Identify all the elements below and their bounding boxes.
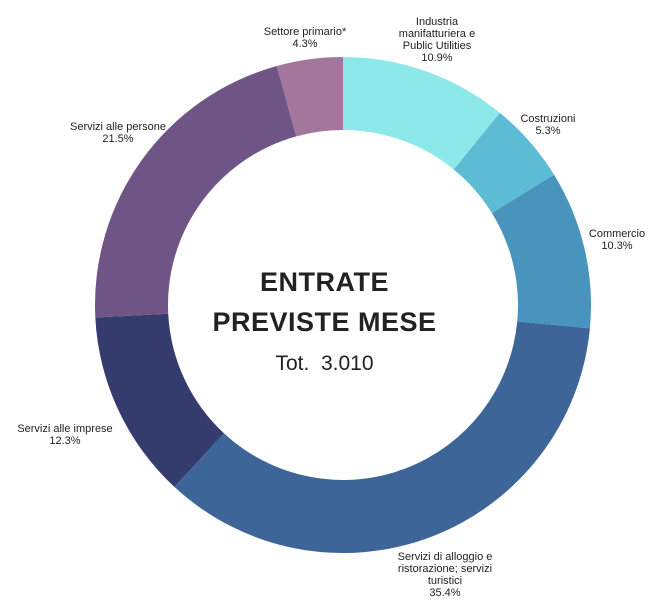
value-label: 21.5% <box>102 133 134 145</box>
category-label: Industria manifatturiera e Public Utilit… <box>398 16 476 52</box>
segment-label: Settore primario* 4.3% <box>264 26 347 50</box>
center-title-line: ENTRATE <box>260 267 389 297</box>
value-label: 35.4% <box>429 587 461 599</box>
value-label: 10.9% <box>421 52 453 64</box>
donut-segment <box>95 313 225 487</box>
center-title: ENTRATE PREVISTE MESE <box>0 262 649 342</box>
value-label: 4.3% <box>292 38 318 50</box>
segment-label: Costruzioni 5.3% <box>520 113 575 137</box>
category-label: Costruzioni <box>520 113 576 125</box>
center-title-line: PREVISTE MESE <box>212 307 437 337</box>
donut-segment <box>276 57 343 137</box>
value-label: 12.3% <box>49 435 81 447</box>
donut-segment <box>94 65 297 318</box>
segment-label: Commercio 10.3% <box>589 228 645 252</box>
category-label: Servizi alle persone <box>70 121 166 133</box>
category-label: Commercio <box>588 228 646 240</box>
category-label: Servizi di alloggio e ristorazione; serv… <box>397 551 493 587</box>
segment-label: Servizi alle imprese 12.3% <box>17 423 112 447</box>
segment-label: Industria manifatturiera e Public Utilit… <box>387 16 487 64</box>
value-label: 5.3% <box>535 125 561 137</box>
donut-segment <box>491 174 591 329</box>
segment-label: Servizi alle persone 21.5% <box>70 121 166 145</box>
donut-segment <box>453 112 555 214</box>
segment-label: Servizi di alloggio e ristorazione; serv… <box>385 551 505 599</box>
category-label: Servizi alle imprese <box>17 423 113 435</box>
donut-segment <box>174 321 590 553</box>
value-label: 10.3% <box>601 240 633 252</box>
category-label: Settore primario* <box>263 26 347 38</box>
center-subtitle: Tot. 3.010 <box>275 352 374 375</box>
donut-segment <box>343 57 500 170</box>
